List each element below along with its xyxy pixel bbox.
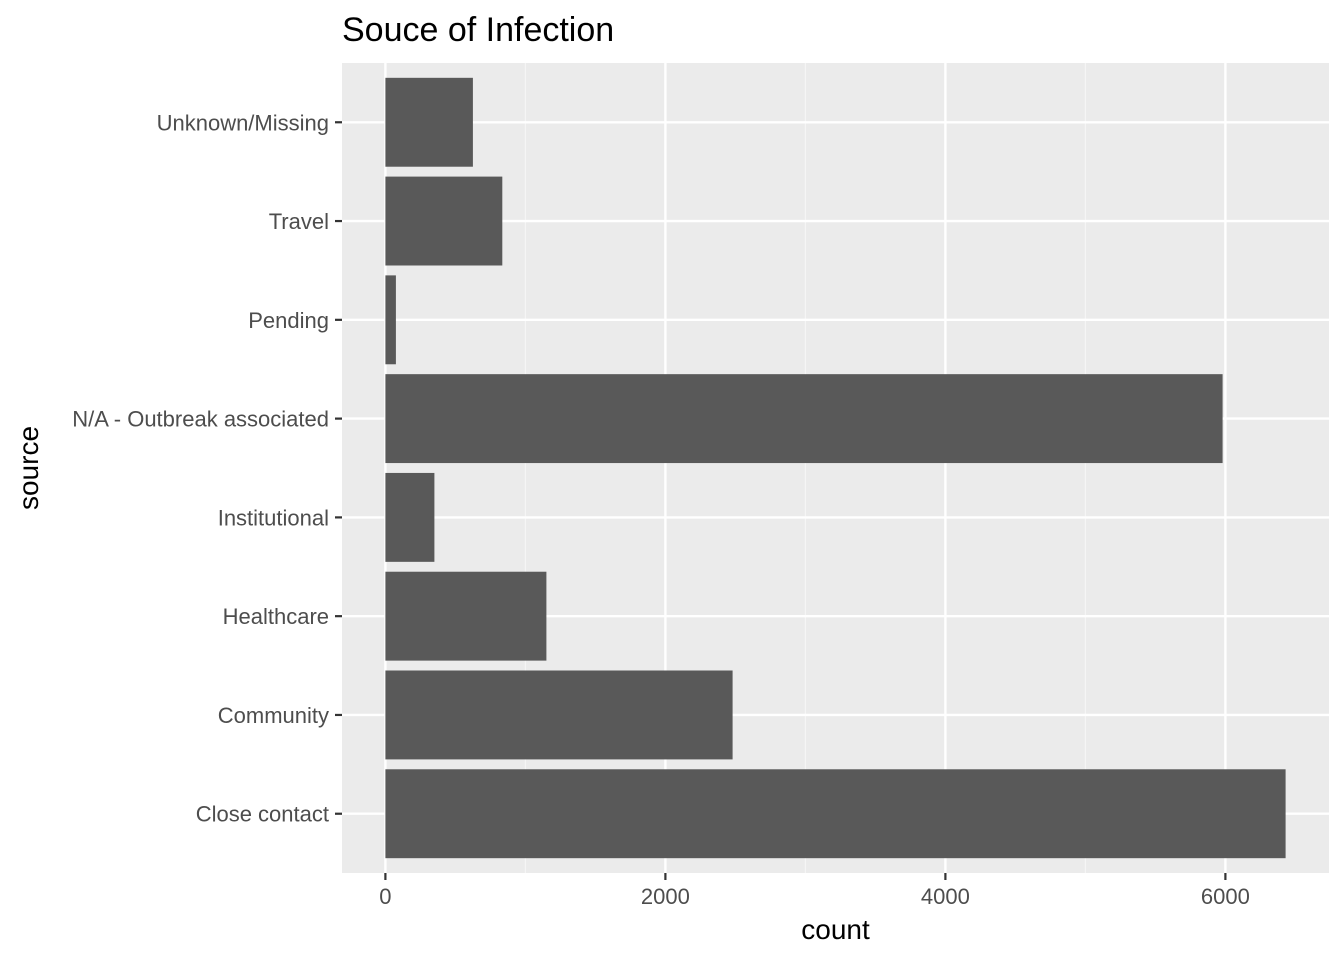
bar bbox=[385, 275, 396, 365]
x-tick-label: 4000 bbox=[921, 884, 970, 909]
x-axis-title: count bbox=[801, 914, 870, 945]
x-tick-label: 6000 bbox=[1201, 884, 1250, 909]
bar bbox=[385, 472, 435, 562]
bar bbox=[385, 571, 547, 661]
y-axis: Close contact Community Healthcare Institut… bbox=[72, 110, 342, 827]
bar bbox=[385, 374, 1223, 464]
y-tick-label: Close contact bbox=[196, 802, 329, 827]
y-tick-label: Unknown/Missing bbox=[157, 110, 329, 135]
chart-title: Souce of Infection bbox=[342, 11, 614, 49]
y-axis-title: source bbox=[13, 426, 44, 510]
x-tick-label: 0 bbox=[379, 884, 391, 909]
x-axis: 0 2000 4000 6000 bbox=[379, 873, 1250, 909]
y-tick-label: Travel bbox=[269, 209, 329, 234]
bars bbox=[385, 77, 1286, 859]
y-tick-label: Community bbox=[218, 703, 329, 728]
x-tick-label: 2000 bbox=[641, 884, 690, 909]
y-tick-label: Institutional bbox=[218, 505, 329, 530]
y-tick-label: Healthcare bbox=[223, 604, 329, 629]
bar bbox=[385, 176, 503, 266]
y-tick-label: N/A - Outbreak associated bbox=[72, 407, 329, 432]
bar bbox=[385, 77, 473, 167]
y-tick-label: Pending bbox=[248, 308, 329, 333]
bar bbox=[385, 670, 733, 760]
bar bbox=[385, 769, 1286, 859]
